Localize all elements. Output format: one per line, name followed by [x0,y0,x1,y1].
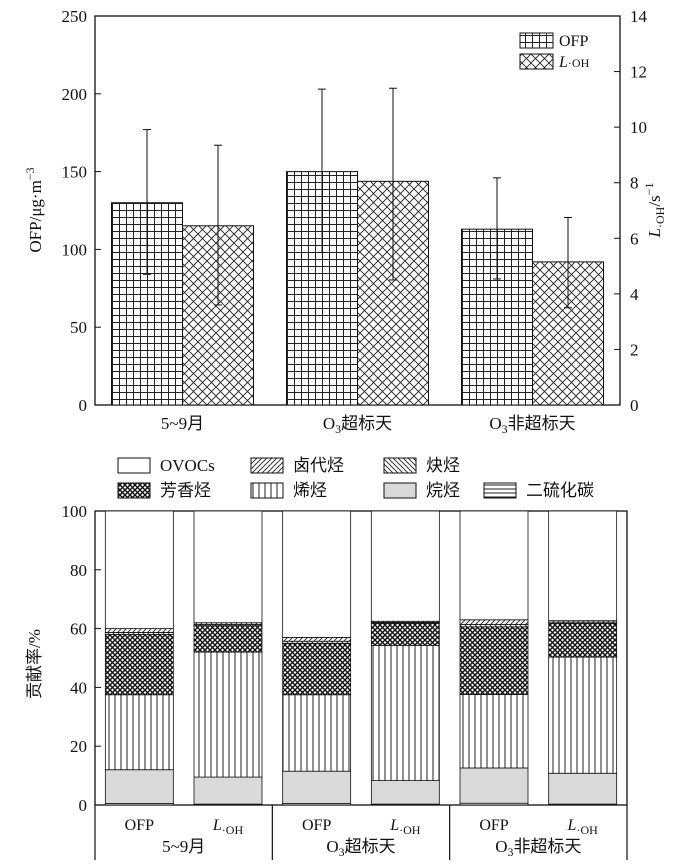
legend-swatch-alkene [250,482,284,499]
top-ylabel-left: OFP/μg·m−3 [23,167,45,252]
legend-label-aromatic: 芳香烃 [160,481,211,500]
y-tick-label-left: 250 [62,7,88,26]
y-tick-label-right: 14 [630,7,648,26]
x-tick-label: O3超标天 [323,414,392,436]
legend-label-ovocs: OVOCs [160,456,215,475]
segment-alkane-5 [548,772,618,805]
metric-label-5: L·OH [567,817,599,837]
segment-halo-4 [459,619,529,625]
legend-swatch-ovocs [117,457,151,474]
metric-label-2: OFP [302,817,331,834]
top-ylabel-right: L·OH/s−1 [642,183,667,239]
y-tick-label: 80 [70,561,87,580]
segment-alkane-4 [459,767,529,804]
metric-label-1: L·OH [212,817,244,837]
y-tick-label: 0 [79,796,88,815]
y-tick-label-left: 100 [62,240,88,259]
segment-aromatic-5 [548,622,618,658]
legend-label-ofp: OFP [559,33,588,50]
segment-halo-0 [104,628,174,633]
legend-swatch-aromatic [117,482,151,499]
y-tick-label-left: 0 [79,396,88,415]
metric-label-0: OFP [125,817,154,834]
legend-label-cs2: 二硫化碳 [526,481,594,500]
ofp-loh-chart: 0 50 100 150 200 250 0 2 4 6 8 10 12 14 5~9月 O3超标天 O3非… [23,7,667,436]
segment-alkene-2 [282,694,352,772]
segment-aromatic-2 [282,642,352,696]
segment-ovocs-3 [370,510,440,622]
legend-swatch-loh [519,53,554,70]
legend-label-alkyne: 炔烃 [426,456,460,475]
metric-label-3: L·OH [389,817,421,837]
y-tick-label-left: 150 [62,163,88,182]
segment-ovocs-2 [282,510,352,638]
legend-label-halo: 卤代烃 [293,456,344,475]
y-tick-label-left: 200 [62,85,88,104]
group-label-1: O3超标天 [326,837,395,859]
segment-ovocs-0 [104,510,174,629]
y-tick-label-right: 8 [630,174,639,193]
legend-label-loh: L·OH [558,54,590,71]
y-tick-label-left: 50 [70,318,87,337]
legend-swatch-ofp [519,32,554,49]
y-tick-label-right: 0 [630,396,639,415]
segment-alkane-3 [370,780,440,805]
segment-ovocs-4 [459,510,529,621]
y-tick-label-right: 4 [630,285,639,304]
segment-aromatic-0 [104,634,174,696]
segment-halo-2 [282,637,352,642]
legend-swatch-alkane [383,482,417,499]
x-tick-label: 5~9月 [161,414,204,433]
legend-label-alkene: 烯烃 [293,481,327,500]
group-label-2: O3非超标天 [495,837,581,859]
segment-aromatic-1 [193,625,263,653]
segment-alkene-1 [193,651,263,778]
legend-swatch-alkyne [383,457,417,474]
group-label-0: 5~9月 [162,837,205,856]
y-tick-label-right: 10 [630,118,647,137]
y-tick-label-right: 12 [630,63,647,82]
legend-swatch-cs2 [483,482,517,499]
y-tick-label-right: 2 [630,340,639,359]
segment-alkane-1 [193,776,263,805]
y-tick-label: 60 [70,620,87,639]
segment-alkane-0 [104,769,174,804]
bottom-plot-frame [94,510,628,806]
segment-alkene-0 [104,694,174,771]
bottom-ylabel: 贡献率/% [25,629,44,699]
composition-legend: OVOCs 卤代烃 炔烃 芳香烃 烯烃 烷烃 二硫化碳 [117,456,594,500]
y-tick-label-right: 6 [630,229,639,248]
legend-swatch-halo [250,457,284,474]
segment-ovocs-5 [548,510,618,622]
y-tick-label: 20 [70,737,87,756]
segment-alkene-4 [459,694,529,769]
contribution-chart: 0 20 40 60 80 100 OFP L·OH OFP L·OH OFP L·OH 5~9月 O3… [25,502,628,860]
legend-label-alkane: 烷烃 [426,481,460,500]
segment-ovocs-1 [193,510,263,624]
segment-alkene-3 [370,644,440,781]
segment-alkane-2 [282,770,352,804]
top-legend: OFP L·OH [519,32,590,71]
segment-aromatic-3 [370,622,440,646]
metric-label-4: OFP [479,817,508,834]
x-tick-label: O3非超标天 [489,414,575,436]
y-tick-label: 40 [70,678,87,697]
y-tick-label: 100 [62,502,88,521]
segment-aromatic-4 [459,626,529,695]
segment-alkene-5 [548,656,618,774]
